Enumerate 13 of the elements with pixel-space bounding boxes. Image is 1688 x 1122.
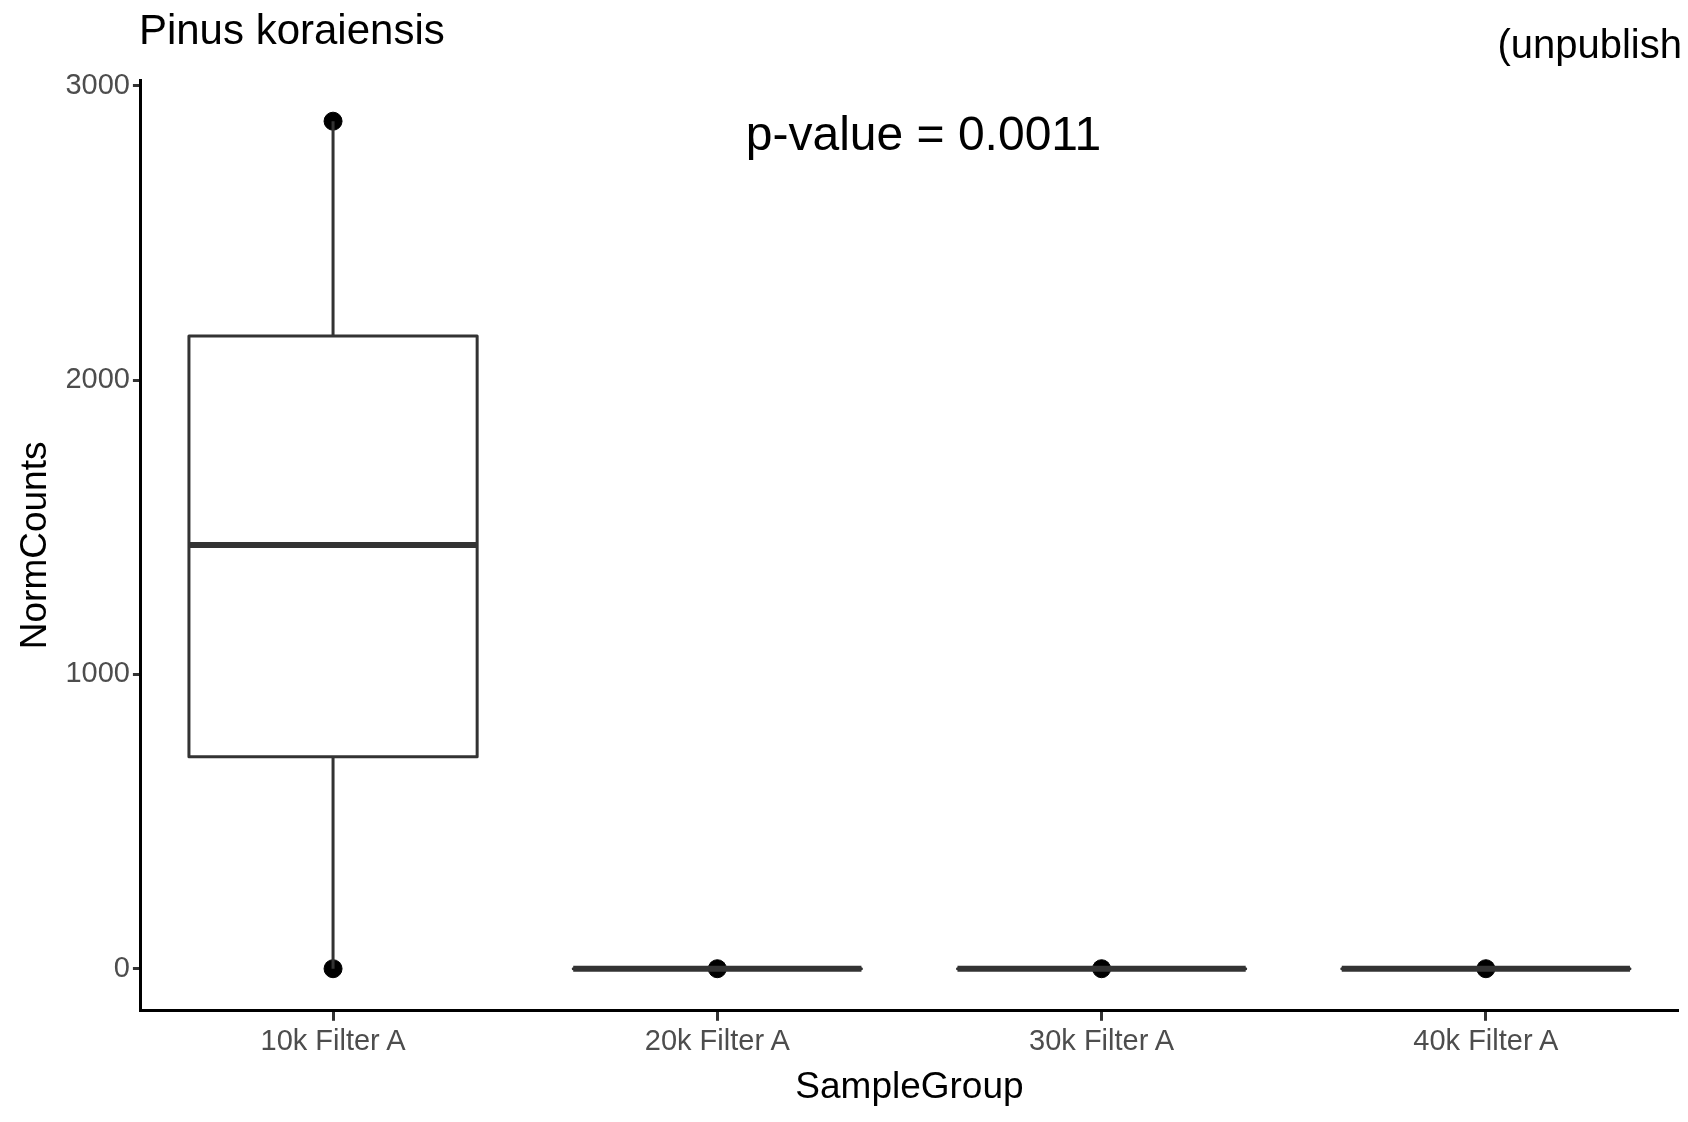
y-tick-label: 3000	[65, 67, 130, 100]
x-tick-label: 40k Filter A	[1413, 1024, 1560, 1057]
y-tick-label: 1000	[65, 656, 130, 689]
x-tick-label: 10k Filter A	[260, 1024, 407, 1057]
x-axis-title: SampleGroup	[795, 1065, 1024, 1106]
y-tick-label: 0	[113, 950, 130, 983]
y-axis-title: NormCounts	[13, 441, 55, 650]
chart-title: Pinus koraiensis	[138, 6, 445, 53]
y-tick-label: 2000	[65, 362, 130, 395]
x-tick-label: 30k Filter A	[1029, 1024, 1175, 1057]
text: (unpublish	[1497, 22, 1682, 66]
x-tick-label: 20k Filter A	[644, 1024, 791, 1057]
annotation: p-value = 0.0011	[745, 107, 1102, 160]
